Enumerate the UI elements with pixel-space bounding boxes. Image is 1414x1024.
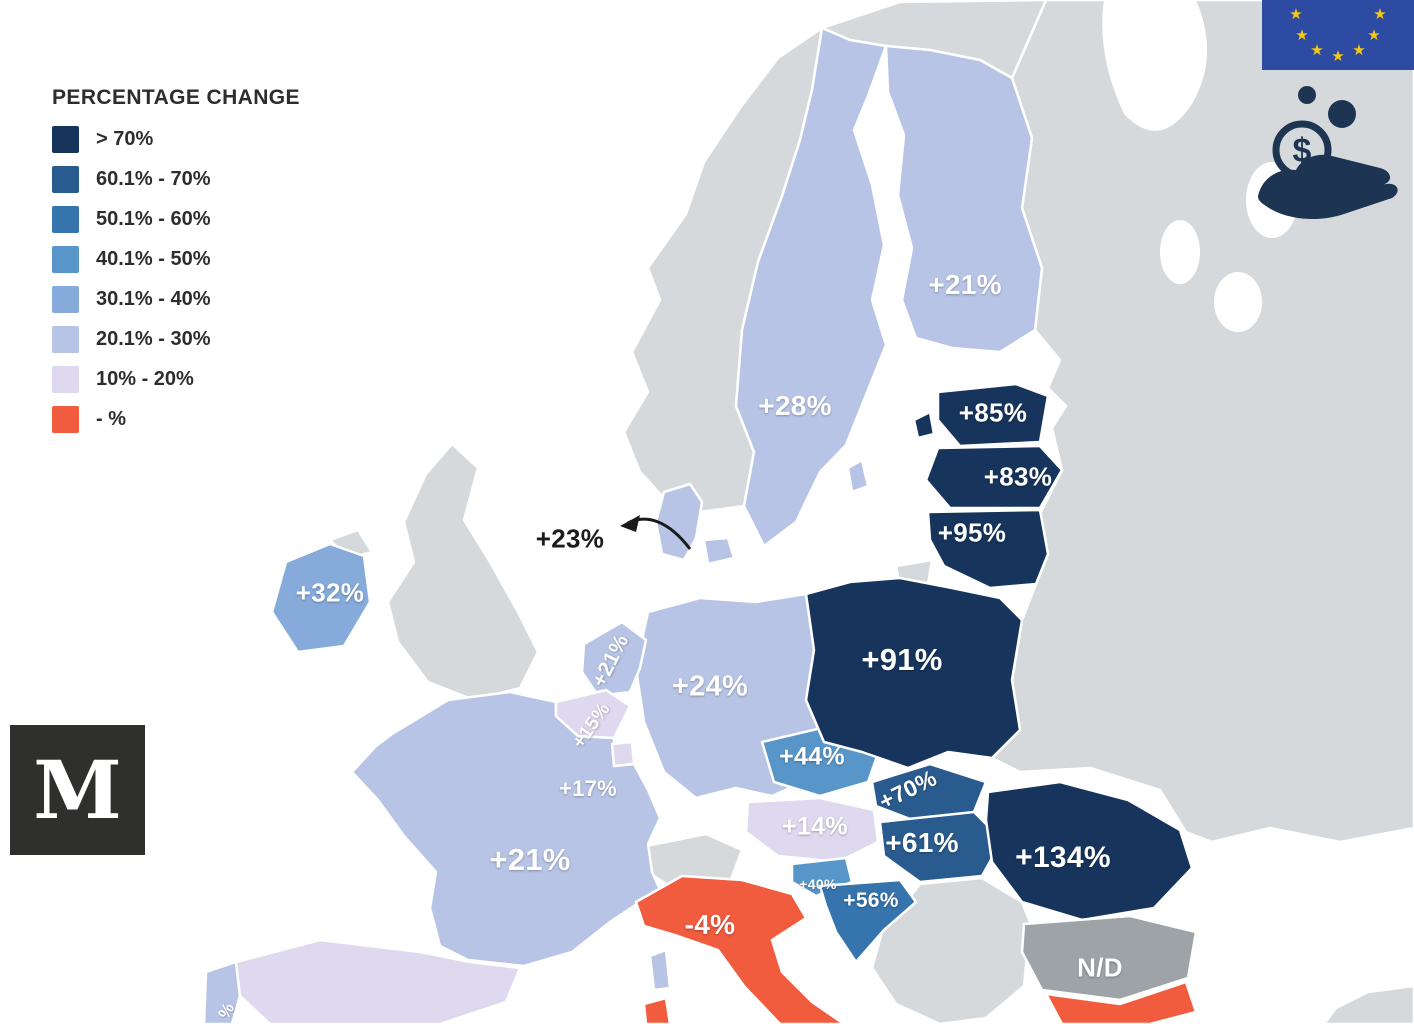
legend-label-20-30: 20.1% - 30% — [96, 328, 211, 350]
hand-shape — [1258, 154, 1398, 220]
island-sardinia — [642, 996, 672, 1024]
label-romania: +134% — [1015, 841, 1111, 874]
country-lithuania — [926, 508, 1050, 590]
brand-logo: M — [10, 725, 145, 855]
svg-text:★: ★ — [1295, 26, 1308, 44]
label-italy: -4% — [684, 909, 736, 940]
legend-swatch-gt70 — [52, 126, 79, 153]
denmark-arrow — [620, 515, 692, 550]
label-estonia: +85% — [958, 397, 1028, 428]
legend-row: 60.1% - 70% — [52, 166, 300, 193]
coin-medium — [1328, 100, 1356, 128]
legend-row: 50.1% - 60% — [52, 206, 300, 233]
label-sweden: +28% — [758, 390, 832, 421]
svg-text:★: ★ — [1289, 5, 1302, 23]
country-latvia — [924, 444, 1064, 510]
legend-label-10-20: 10% - 20% — [96, 368, 194, 390]
label-france: +21% — [489, 842, 571, 877]
legend-row: - % — [52, 406, 300, 433]
legend-label-40-50: 40.1% - 50% — [96, 248, 211, 270]
label-ireland: +32% — [295, 577, 365, 608]
country-austria — [744, 796, 880, 864]
country-bulgaria — [1020, 914, 1198, 1002]
legend-swatch-20-30 — [52, 326, 79, 353]
country-finland — [884, 44, 1044, 354]
country-netherlands — [580, 620, 648, 698]
label-lithuania: +95% — [937, 517, 1007, 548]
country-belgium — [554, 688, 632, 740]
label-denmark: +23% — [535, 523, 605, 554]
country-denmark — [654, 482, 704, 562]
legend-swatch-40-50 — [52, 246, 79, 273]
country-romania — [984, 780, 1194, 922]
legend-label-50-60: 50.1% - 60% — [96, 208, 211, 230]
legend-row: 40.1% - 50% — [52, 246, 300, 273]
label-luxembourg: +17% — [558, 776, 618, 801]
svg-text:★: ★ — [1310, 41, 1323, 59]
label-slovenia: +40% — [799, 876, 837, 892]
island-corsica — [648, 948, 672, 992]
country-denmark-island — [702, 536, 736, 566]
svg-text:★: ★ — [1295, 0, 1308, 2]
country-ireland — [270, 542, 372, 654]
legend-label-gt70: > 70% — [96, 128, 154, 150]
legend-row: 10% - 20% — [52, 366, 300, 393]
hand-money-icon: $ — [1252, 72, 1402, 242]
label-hungary: +61% — [885, 827, 959, 858]
legend-swatch-10-20 — [52, 366, 79, 393]
label-bulgaria: N/D — [1077, 952, 1123, 983]
island-gotland — [846, 458, 870, 494]
legend-title: PERCENTAGE CHANGE — [52, 86, 300, 109]
label-germany: +24% — [671, 670, 749, 703]
legend-swatch-60-70 — [52, 166, 79, 193]
country-hungary — [878, 810, 1004, 884]
label-croatia: +56% — [843, 889, 899, 912]
country-west-balkans — [870, 876, 1032, 1024]
country-portugal — [202, 960, 242, 1024]
legend-label-30-40: 30.1% - 40% — [96, 288, 211, 310]
coin-small — [1298, 86, 1316, 104]
legend-row: 20.1% - 30% — [52, 326, 300, 353]
legend-swatch-50-60 — [52, 206, 79, 233]
country-turkey — [1322, 984, 1414, 1024]
svg-text:★: ★ — [1367, 26, 1380, 44]
label-finland: +21% — [928, 269, 1002, 300]
svg-text:★: ★ — [1367, 0, 1380, 2]
svg-text:★: ★ — [1331, 47, 1344, 65]
legend-swatch-negative — [52, 406, 79, 433]
legend-label-60-70: 60.1% - 70% — [96, 168, 211, 190]
country-italy — [634, 874, 846, 1024]
label-latvia: +83% — [983, 461, 1053, 492]
country-croatia — [818, 878, 918, 964]
legend-row: > 70% — [52, 126, 300, 153]
country-spain — [234, 938, 522, 1024]
legend-label-negative: - % — [96, 408, 126, 430]
legend-swatch-30-40 — [52, 286, 79, 313]
country-luxembourg — [610, 740, 636, 768]
svg-text:★: ★ — [1373, 5, 1386, 23]
svg-text:★: ★ — [1352, 41, 1365, 59]
country-estonia — [936, 382, 1050, 448]
brand-logo-letter: M — [33, 743, 122, 837]
island-estonia — [912, 410, 936, 440]
label-austria: +14% — [782, 812, 848, 841]
eu-flag-icon: ★ ★ ★ ★ ★ ★ ★ ★ ★ — [1262, 0, 1414, 70]
label-poland: +91% — [861, 642, 943, 677]
legend: PERCENTAGE CHANGE > 70% 60.1% - 70% 50.1… — [52, 86, 300, 446]
legend-row: 30.1% - 40% — [52, 286, 300, 313]
country-poland — [804, 576, 1024, 770]
country-greece — [1044, 980, 1198, 1024]
country-sweden — [734, 26, 888, 548]
label-czechia: +44% — [779, 742, 845, 771]
country-united-kingdom — [386, 442, 540, 702]
